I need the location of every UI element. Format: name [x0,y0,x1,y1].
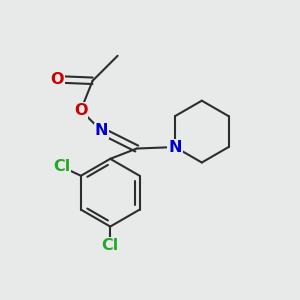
Text: O: O [74,103,88,118]
Text: O: O [50,72,64,87]
Text: N: N [95,123,108,138]
Text: O: O [74,103,88,118]
Text: N: N [168,140,182,154]
Text: Cl: Cl [102,238,119,253]
Text: Cl: Cl [53,159,70,174]
Text: N: N [168,140,182,154]
Text: Cl: Cl [102,238,119,253]
Text: N: N [95,123,108,138]
Text: O: O [50,72,64,87]
Text: Cl: Cl [53,159,70,174]
